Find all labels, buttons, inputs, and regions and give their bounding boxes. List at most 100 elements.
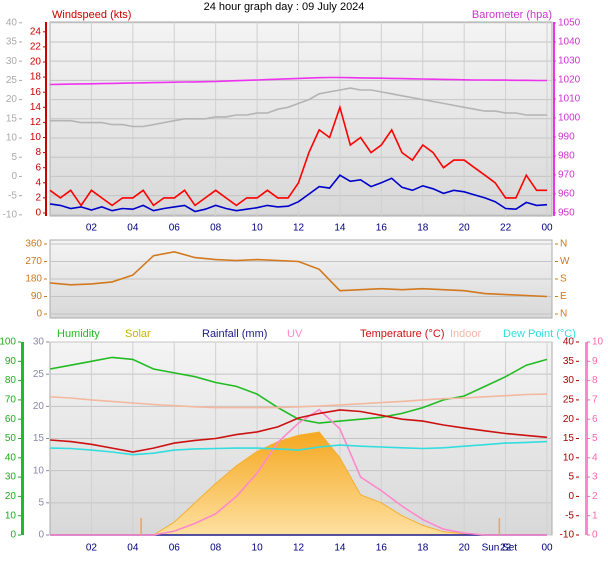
y4-tick-label: 6 xyxy=(592,414,598,425)
y3-tick-label: -10 xyxy=(3,209,18,220)
y4-tick-label: 2 xyxy=(592,491,598,502)
y-tick-label: 22 xyxy=(30,42,42,53)
line xyxy=(49,76,547,86)
axis-bar xyxy=(553,22,555,216)
x-tick-label: 20 xyxy=(459,543,471,554)
y4-tick-label: 0 xyxy=(592,530,598,541)
x-tick-label: 08 xyxy=(210,223,222,234)
legend-label: Temperature (°C) xyxy=(360,328,444,340)
x-tick-label: 22 xyxy=(500,223,512,234)
y2-tick-label: 1050 xyxy=(558,18,581,29)
y-tick-label: 2 xyxy=(35,193,41,204)
y2-tick-label: 15 xyxy=(563,433,575,444)
legend-label: UV xyxy=(287,328,303,340)
y-tick-label: 14 xyxy=(30,102,42,113)
y2-tick-label: N xyxy=(560,239,567,250)
y4-tick-label: 10 xyxy=(592,337,604,348)
y2-tick-label: 1030 xyxy=(558,56,581,67)
x-tick-label: 14 xyxy=(334,223,346,234)
legend-label: Indoor xyxy=(450,328,482,340)
line xyxy=(49,393,548,409)
y3-tick-label: 15 xyxy=(6,113,18,124)
y3-tick-label: 35 xyxy=(6,37,18,48)
y-tick-label: 100 xyxy=(0,337,16,348)
y3-tick-label: 5 xyxy=(38,497,44,508)
x-tick-label: 00 xyxy=(541,223,553,234)
line xyxy=(49,174,548,213)
y3-tick-label: 20 xyxy=(6,94,18,105)
y2-tick-label: S xyxy=(560,274,567,285)
y-tick-label: 4 xyxy=(35,177,41,188)
y2-tick-label: -10 xyxy=(560,530,575,541)
y2-tick-label: 5 xyxy=(568,472,574,483)
legend-label: Rainfall (mm) xyxy=(202,328,267,340)
y2-tick-label: -5 xyxy=(565,510,574,521)
y4-tick-label: 8 xyxy=(592,375,598,386)
y4-tick-label: 1 xyxy=(592,510,598,521)
y-tick-label: 60 xyxy=(5,414,17,425)
axis-bar xyxy=(585,342,588,535)
y2-tick-label: 25 xyxy=(563,395,575,406)
y2-axis-label: Barometer (hpa) xyxy=(472,9,552,21)
y2-tick-label: 970 xyxy=(558,170,575,181)
y4-tick-label: 3 xyxy=(592,472,598,483)
annotation: Sun Set xyxy=(482,543,518,554)
y2-tick-label: N xyxy=(560,309,567,320)
y2-tick-label: 35 xyxy=(563,356,575,367)
y-tick-label: 50 xyxy=(5,433,17,444)
y3-tick-label: 20 xyxy=(33,401,45,412)
axis-bar xyxy=(45,22,47,216)
line xyxy=(49,409,548,453)
y-tick-label: 24 xyxy=(30,26,42,37)
y3-tick-label: 0 xyxy=(11,171,17,182)
x-tick-label: 14 xyxy=(334,543,346,554)
x-tick-label: 20 xyxy=(459,223,471,234)
y-tick-label: 80 xyxy=(5,375,17,386)
x-tick-label: 02 xyxy=(86,543,98,554)
line xyxy=(49,440,548,456)
y3-tick-label: 25 xyxy=(33,369,45,380)
x-tick-label: 04 xyxy=(127,223,139,234)
x-tick-label: 16 xyxy=(376,223,388,234)
y3-tick-label: 0 xyxy=(38,530,44,541)
y2-tick-label: 1010 xyxy=(558,94,581,105)
y2-tick-label: 0 xyxy=(568,491,574,502)
x-tick-label: 12 xyxy=(293,223,305,234)
y-tick-label: 0 xyxy=(36,309,42,320)
y-tick-label: 360 xyxy=(25,239,42,250)
y-tick-label: 10 xyxy=(30,132,42,143)
y-tick-label: 90 xyxy=(5,356,17,367)
y2-tick-label: W xyxy=(560,256,570,267)
y2-tick-label: 1020 xyxy=(558,75,581,86)
line xyxy=(49,250,548,298)
legend-label: Dew Point (°C) xyxy=(503,328,576,340)
x-tick-label: 08 xyxy=(210,543,222,554)
x-tick-label: 18 xyxy=(417,543,429,554)
y2-tick-label: 950 xyxy=(558,208,575,219)
x-tick-label: 06 xyxy=(169,543,181,554)
y-tick-label: 270 xyxy=(25,256,42,267)
y-tick-label: 20 xyxy=(5,491,17,502)
y2-tick-label: E xyxy=(560,291,567,302)
x-tick-label: 10 xyxy=(252,543,264,554)
y-tick-label: 90 xyxy=(31,291,43,302)
x-tick-label: 10 xyxy=(252,223,264,234)
y3-tick-label: 30 xyxy=(33,337,45,348)
y2-tick-label: 980 xyxy=(558,151,575,162)
y-tick-label: 30 xyxy=(5,472,17,483)
y3-tick-label: -5 xyxy=(8,190,17,201)
x-tick-label: 12 xyxy=(293,543,305,554)
line xyxy=(50,408,547,536)
y-tick-label: 70 xyxy=(5,395,17,406)
x-tick-label: 06 xyxy=(169,223,181,234)
y3-tick-label: 30 xyxy=(6,56,18,67)
y3-tick-label: 40 xyxy=(6,17,18,28)
y-tick-label: 6 xyxy=(35,162,41,173)
y3-tick-label: 5 xyxy=(11,152,17,163)
y-tick-label: 180 xyxy=(25,274,42,285)
y2-tick-label: 1000 xyxy=(558,113,581,124)
axis-bar xyxy=(21,342,24,535)
y-tick-label: 0 xyxy=(35,208,41,219)
y-tick-label: 10 xyxy=(5,510,17,521)
